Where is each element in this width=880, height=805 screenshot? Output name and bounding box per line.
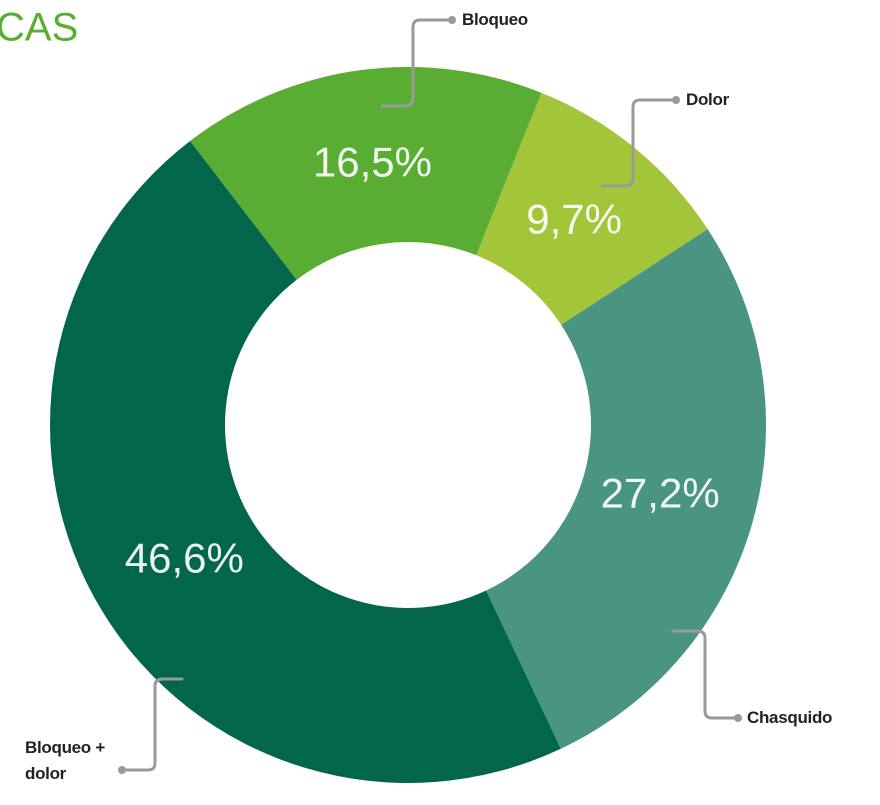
slice <box>486 229 766 749</box>
slice <box>50 140 561 784</box>
value-label: 27,2% <box>601 469 720 516</box>
category-label: Dolor <box>686 90 729 109</box>
value-label: 9,7% <box>526 196 622 243</box>
category-label: Bloqueo <box>462 10 528 29</box>
callout-line <box>600 98 678 188</box>
callout-dot <box>448 16 456 24</box>
callout-dot <box>734 714 742 722</box>
chart-title: CAS <box>0 6 78 50</box>
callout-dot <box>118 766 126 774</box>
callouts <box>118 16 742 774</box>
slice <box>190 67 542 280</box>
category-label: Bloqueo + dolor <box>25 738 105 783</box>
value-label: 16,5% <box>313 139 432 186</box>
callout-dot <box>672 96 680 104</box>
value-labels: 16,5% 9,7% 27,2% 46,6% <box>125 139 720 582</box>
callout-line <box>380 18 454 108</box>
slices <box>50 67 766 784</box>
slice <box>476 92 708 325</box>
callout-line <box>671 629 740 720</box>
category-label: Chasquido <box>747 708 833 727</box>
value-label: 46,6% <box>125 535 244 582</box>
callout-line <box>120 677 184 772</box>
